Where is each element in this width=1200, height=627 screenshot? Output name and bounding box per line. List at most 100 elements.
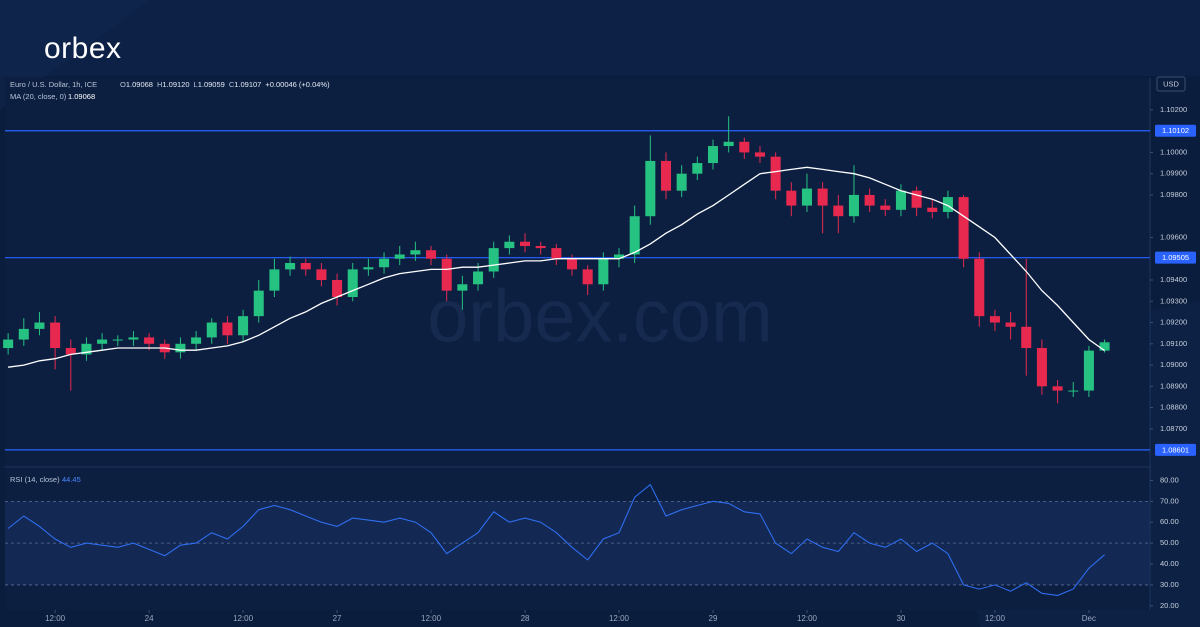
ohlc-key: L xyxy=(194,80,198,89)
candle-body xyxy=(379,258,390,268)
candle-body xyxy=(253,290,264,317)
candle-body xyxy=(488,248,499,272)
candle-body xyxy=(504,241,515,249)
x-tick-label: Dec xyxy=(1082,614,1096,623)
candle-body xyxy=(1052,386,1063,391)
candle-body xyxy=(191,337,202,344)
candle-body xyxy=(848,194,859,217)
candle-body xyxy=(770,156,781,191)
candle-body xyxy=(598,258,609,285)
candle-body xyxy=(1036,348,1047,387)
rsi-line xyxy=(7,483,1105,596)
ohlc-value: 1.09107 xyxy=(234,80,261,89)
candle-body xyxy=(645,160,656,217)
y-tick-label: 1.09600 xyxy=(1160,232,1187,241)
header-band xyxy=(0,0,1200,76)
y-tick-label: 1.09000 xyxy=(1160,360,1187,369)
candle-body xyxy=(394,254,405,259)
candle-body xyxy=(332,280,343,298)
candle-body xyxy=(567,258,578,270)
ohlc-value: 1.09068 xyxy=(126,80,153,89)
x-tick-label: 29 xyxy=(709,614,718,623)
candle-body xyxy=(582,269,593,285)
y-tick-label: 1.08800 xyxy=(1160,403,1187,412)
candle-body xyxy=(958,197,969,259)
candle-body xyxy=(410,250,421,255)
ohlc-key: H xyxy=(157,80,162,89)
candle-body xyxy=(1099,342,1110,351)
candle-body xyxy=(457,284,468,291)
y-tick-label: 1.09300 xyxy=(1160,296,1187,305)
ohlc-value: 1.09120 xyxy=(162,80,189,89)
y-tick-label: 1.10000 xyxy=(1160,147,1187,156)
candle-body xyxy=(660,160,672,191)
candle-body xyxy=(97,339,108,344)
y-tick-label: 1.08900 xyxy=(1160,381,1187,390)
x-tick-label: 27 xyxy=(333,614,342,623)
candle-body xyxy=(300,262,311,270)
candle-body xyxy=(833,205,844,217)
candle-body xyxy=(81,343,92,355)
candle-body xyxy=(801,188,812,206)
ma-name: MA (20, close, 0) xyxy=(10,92,67,101)
ohlc-values: O1.09068 H1.09120 L1.09059 C1.09107 +0.00046… xyxy=(120,80,330,89)
candle-body xyxy=(864,194,875,206)
y-tick-label: 1.10200 xyxy=(1160,105,1187,114)
candle-body xyxy=(175,343,186,353)
ohlc-key: C xyxy=(229,80,235,89)
candle-body xyxy=(739,141,750,153)
candle-body xyxy=(754,152,765,157)
candle-body xyxy=(1021,326,1032,349)
level-label: 1.08601 xyxy=(1162,445,1189,454)
candle-body xyxy=(285,262,296,270)
candle-body xyxy=(1005,322,1016,327)
y-tick-label: 1.08700 xyxy=(1160,424,1187,433)
candle-body xyxy=(551,248,562,259)
candle-body xyxy=(34,322,45,329)
ma-value: 1.09068 xyxy=(68,92,95,101)
x-tick-label: 24 xyxy=(145,614,154,623)
level-tag xyxy=(1155,124,1196,137)
candle-body xyxy=(629,216,640,255)
candle-body xyxy=(613,254,625,259)
y-tick-label: 80.00 xyxy=(1160,475,1179,484)
x-tick-label: 12:00 xyxy=(797,614,818,623)
y-tick-label: 1.09200 xyxy=(1160,318,1187,327)
candle-body xyxy=(927,207,938,212)
candle-body xyxy=(676,173,687,191)
candle-body xyxy=(520,241,531,246)
candle-body xyxy=(723,141,734,147)
candle-body xyxy=(786,190,797,206)
candle-body xyxy=(426,250,437,259)
candle-body xyxy=(911,190,922,208)
candle-body xyxy=(707,146,719,164)
rsi-name: RSI (14, close) xyxy=(10,475,60,484)
candle-body xyxy=(269,269,280,291)
candle-body xyxy=(441,258,452,291)
x-tick-label: 30 xyxy=(896,614,905,623)
candle-body xyxy=(112,339,123,341)
candle-body xyxy=(3,339,14,349)
ohlc-value: 1.09059 xyxy=(198,80,225,89)
candle-body xyxy=(144,337,155,344)
candle-body xyxy=(989,316,1000,323)
x-tick-label: 12:00 xyxy=(233,614,254,623)
candle-body xyxy=(18,328,29,340)
x-tick-label: 12:00 xyxy=(985,614,1006,623)
candle-body xyxy=(316,269,327,281)
symbol-title: Euro / U.S. Dollar, 1h, ICE xyxy=(10,80,97,89)
y-tick-label: 20.00 xyxy=(1160,601,1179,610)
candle-body xyxy=(222,322,233,336)
candle-body xyxy=(817,188,828,206)
y-tick-label: 1.09100 xyxy=(1160,339,1187,348)
y-tick-label: 70.00 xyxy=(1160,496,1179,505)
candle-body xyxy=(50,322,61,349)
candle-body xyxy=(473,271,484,285)
y-tick-label: 40.00 xyxy=(1160,559,1179,568)
currency-box xyxy=(1156,76,1186,92)
ohlc-key: O xyxy=(120,80,126,89)
currency: USD xyxy=(1163,79,1179,88)
x-tick-label: 12:00 xyxy=(609,614,630,623)
candle-body xyxy=(974,258,985,317)
ohlc-change: +0.00046 (+0.04%) xyxy=(265,80,330,89)
